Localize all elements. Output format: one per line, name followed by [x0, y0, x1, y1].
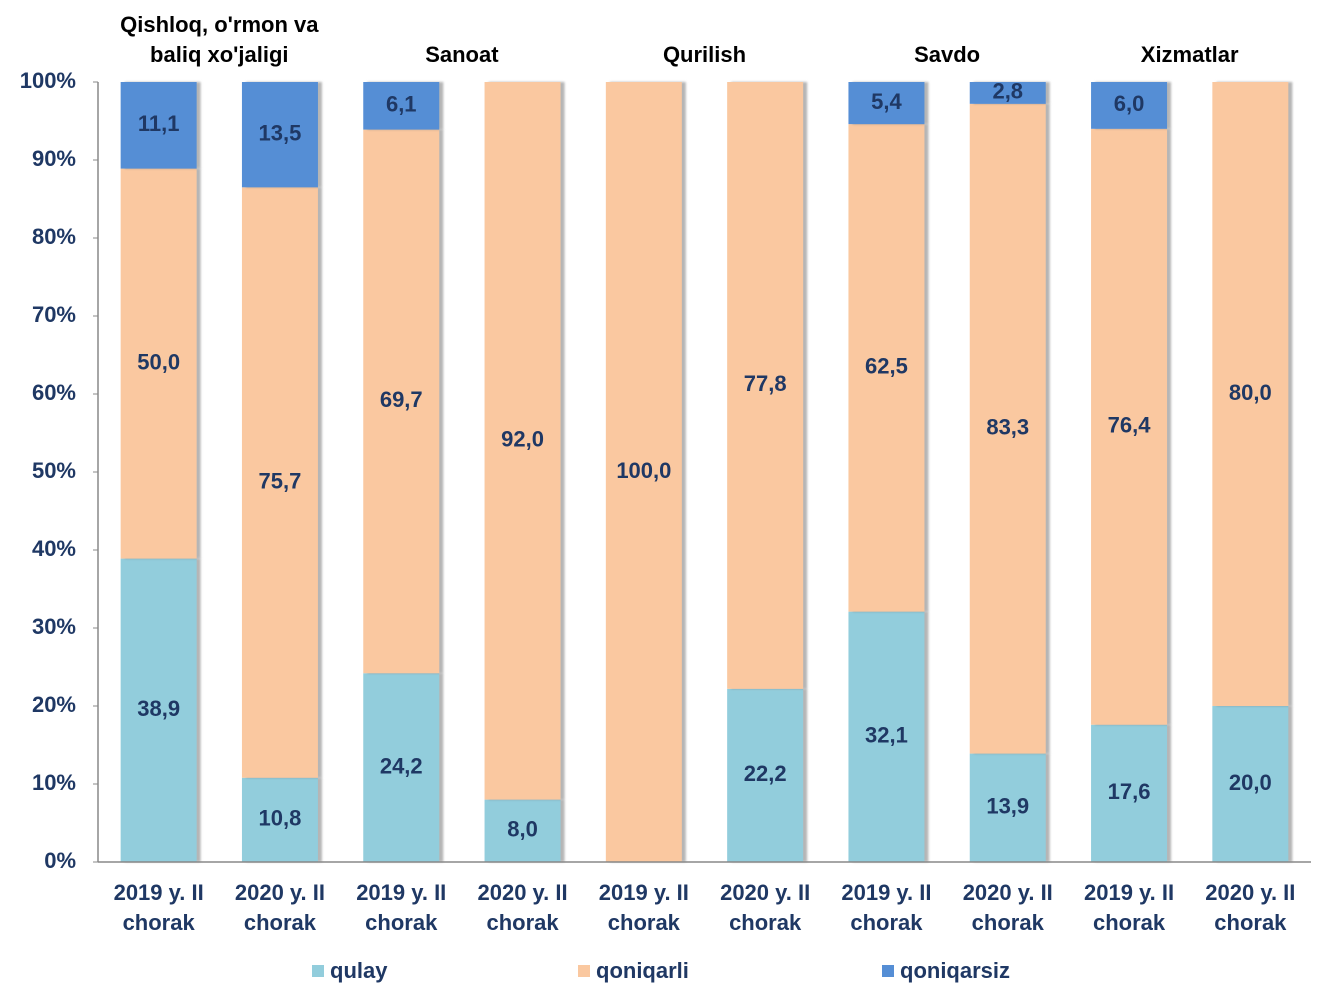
bar-segment — [605, 82, 682, 862]
x-tick-label: 2019 y. II chorak — [598, 880, 689, 935]
bar-segment — [1091, 128, 1168, 725]
data-label: 8,0 — [507, 817, 538, 842]
data-label: 6,0 — [1114, 91, 1145, 116]
data-label: 76,4 — [1108, 413, 1152, 438]
data-label: 50,0 — [137, 349, 180, 374]
x-tick-label: 2020 y. II chorak — [962, 880, 1053, 935]
x-tick-label: 2019 y. II chorak — [841, 880, 932, 935]
y-tick-label: 40% — [32, 536, 76, 561]
y-tick-label: 30% — [32, 614, 76, 639]
data-label: 38,9 — [137, 696, 180, 721]
y-tick-label: 50% — [32, 458, 76, 483]
group-label: Qurilish — [662, 42, 747, 67]
legend-label: qulay — [330, 958, 388, 983]
data-label: 77,8 — [744, 371, 787, 396]
bar-segment — [1212, 82, 1289, 706]
data-label: 5,4 — [871, 89, 902, 114]
bar-segment — [241, 187, 318, 778]
group-label: Sanoat — [425, 42, 499, 67]
data-label: 32,1 — [865, 723, 908, 748]
data-label: 100,0 — [616, 458, 671, 483]
y-tick-label: 90% — [32, 146, 76, 171]
x-tick-label: 2020 y. II chorak — [477, 880, 568, 935]
bar-segment — [120, 558, 197, 862]
bar-segment — [727, 688, 804, 862]
bar-segment — [1091, 82, 1168, 129]
bar-segment — [363, 82, 440, 130]
data-label: 62,5 — [865, 354, 908, 379]
x-tick-label: 2019 y. II chorak — [113, 880, 204, 935]
data-label: 92,0 — [501, 427, 544, 452]
data-label: 2,8 — [992, 79, 1023, 104]
bar-segment — [848, 124, 925, 612]
bar-segment — [241, 777, 318, 862]
data-label: 80,0 — [1229, 380, 1272, 405]
y-tick-label: 100% — [20, 68, 76, 93]
bar-segment — [727, 82, 804, 689]
x-tick-label: 2020 y. II chorak — [720, 880, 811, 935]
legend-label: qoniqarsiz — [900, 958, 1010, 983]
bar-segment — [120, 82, 197, 169]
x-tick-label: 2020 y. II chorak — [1205, 880, 1296, 935]
y-tick-label: 70% — [32, 302, 76, 327]
y-tick-label: 80% — [32, 224, 76, 249]
x-tick-label: 2019 y. II chorak — [1083, 880, 1175, 935]
data-label: 11,1 — [138, 111, 180, 136]
legend-swatch — [882, 965, 894, 977]
bar-segment — [969, 753, 1046, 862]
bar-segment — [363, 673, 440, 862]
group-label: Savdo — [914, 42, 981, 67]
data-label: 13,9 — [986, 794, 1029, 819]
group-label: Qishloq, o'rmon va baliq xo'jaligi — [120, 12, 319, 67]
bar-segment — [969, 103, 1046, 754]
x-tick-label: 2020 y. II chorak — [234, 880, 325, 935]
data-label: 69,7 — [380, 387, 423, 412]
x-tick-label: 2019 y. II chorak — [356, 880, 447, 935]
bar-segment — [848, 82, 925, 125]
data-label: 10,8 — [259, 806, 302, 831]
data-label: 6,1 — [386, 92, 417, 117]
legend-swatch — [578, 965, 590, 977]
data-label: 24,2 — [380, 753, 423, 778]
bar-segment — [363, 129, 440, 674]
bar-segment — [484, 799, 561, 862]
bar-segment — [1212, 706, 1289, 862]
bar-segment — [848, 611, 925, 862]
bar-segment — [120, 168, 197, 559]
y-tick-label: 60% — [32, 380, 76, 405]
data-label: 13,5 — [259, 120, 302, 145]
data-label: 83,3 — [986, 415, 1029, 440]
bar-segment — [484, 82, 561, 800]
y-tick-label: 10% — [32, 770, 76, 795]
data-label: 17,6 — [1108, 779, 1151, 804]
bar-segment — [241, 82, 318, 188]
bar-segment — [1091, 724, 1168, 862]
group-label: Xizmatlar — [1140, 42, 1239, 67]
legend-swatch — [312, 965, 324, 977]
bar-segment — [969, 82, 1046, 104]
legend-label: qoniqarli — [596, 958, 689, 983]
data-label: 22,2 — [744, 761, 787, 786]
data-label: 20,0 — [1229, 770, 1272, 795]
y-tick-label: 20% — [32, 692, 76, 717]
y-tick-label: 0% — [44, 848, 76, 873]
data-label: 75,7 — [259, 468, 302, 493]
